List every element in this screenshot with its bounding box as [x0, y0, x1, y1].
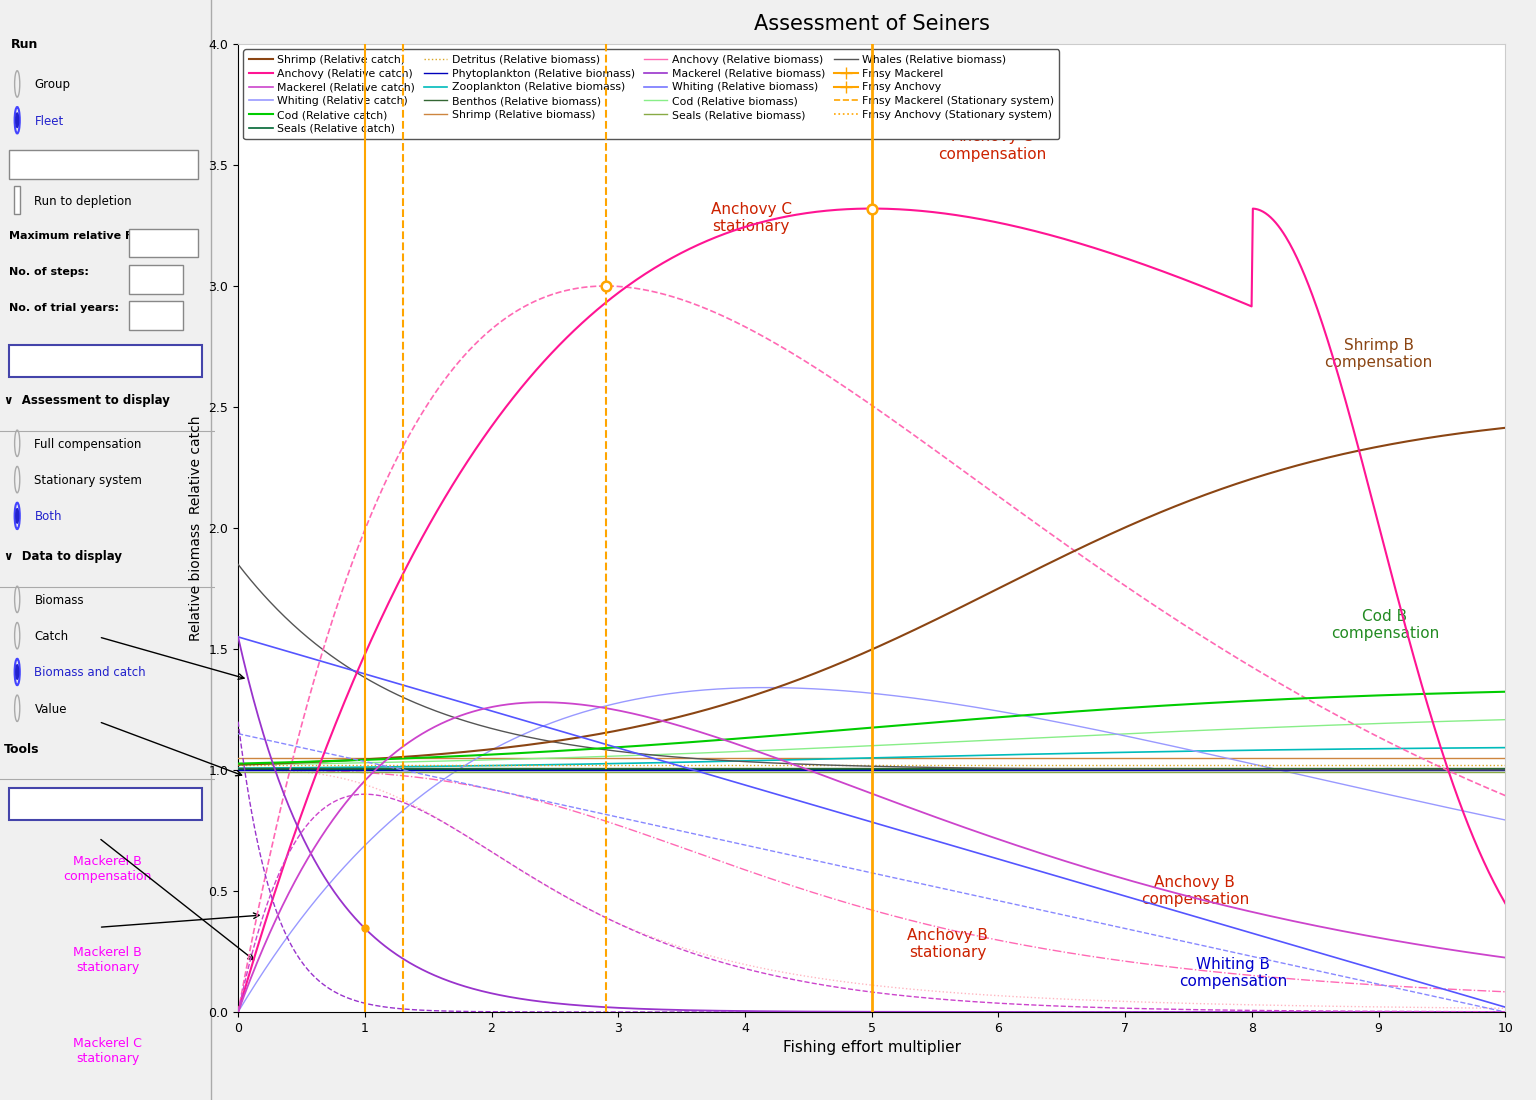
Text: ∨  Assessment to display: ∨ Assessment to display: [5, 394, 170, 407]
Text: ∨  Data to display: ∨ Data to display: [5, 550, 123, 563]
Text: No. of steps:: No. of steps:: [9, 267, 89, 277]
Circle shape: [15, 113, 18, 128]
Text: Tools: Tools: [5, 742, 40, 756]
Text: Anchovy C
compensation: Anchovy C compensation: [938, 130, 1046, 162]
FancyBboxPatch shape: [9, 150, 198, 178]
Y-axis label: Relative biomass  Relative catch: Relative biomass Relative catch: [189, 415, 203, 640]
Text: Cod B
compensation: Cod B compensation: [1330, 608, 1439, 641]
Text: Stationary system: Stationary system: [34, 474, 143, 487]
Text: Anchovy B
compensation: Anchovy B compensation: [1141, 874, 1249, 907]
Text: ▼: ▼: [189, 152, 197, 162]
Text: Value: Value: [34, 703, 68, 716]
Text: 40: 40: [134, 304, 147, 313]
Text: Catch: Catch: [34, 630, 69, 644]
FancyBboxPatch shape: [9, 345, 203, 377]
FancyBboxPatch shape: [129, 301, 183, 330]
Text: No. of trial years:: No. of trial years:: [9, 304, 118, 313]
Text: Mackerel B
compensation: Mackerel B compensation: [63, 856, 152, 883]
Text: Fleet: Fleet: [34, 114, 63, 128]
Text: Maximum relative F:: Maximum relative F:: [9, 231, 137, 241]
Text: 10.000: 10.000: [134, 231, 172, 241]
FancyBboxPatch shape: [129, 229, 198, 257]
Text: Run: Run: [94, 349, 117, 361]
Text: 33: 33: [134, 267, 147, 277]
Text: Both: Both: [34, 510, 61, 524]
Legend: Shrimp (Relative catch), Anchovy (Relative catch), Mackerel (Relative catch), Wh: Shrimp (Relative catch), Anchovy (Relati…: [244, 50, 1060, 140]
Text: Anchovy B
stationary: Anchovy B stationary: [908, 928, 988, 960]
Text: Shrimp B
compensation: Shrimp B compensation: [1324, 338, 1433, 370]
FancyBboxPatch shape: [129, 265, 183, 294]
Circle shape: [15, 664, 18, 680]
Text: Find FMSY's: Find FMSY's: [71, 791, 140, 804]
Text: Run: Run: [11, 39, 38, 52]
Text: Full compensation: Full compensation: [34, 438, 141, 451]
Text: Mackerel B
stationary: Mackerel B stationary: [74, 946, 141, 974]
Circle shape: [15, 508, 18, 524]
FancyBboxPatch shape: [9, 788, 203, 820]
X-axis label: Fishing effort multiplier: Fishing effort multiplier: [783, 1041, 960, 1055]
Text: Group: Group: [34, 78, 71, 91]
Text: Biomass and catch: Biomass and catch: [34, 667, 146, 680]
Text: Whiting B
compensation: Whiting B compensation: [1178, 957, 1287, 990]
Text: Anchovy C
stationary: Anchovy C stationary: [711, 202, 791, 234]
Text: Mackerel C
stationary: Mackerel C stationary: [74, 1037, 141, 1065]
Text: 3: Seiners: 3: Seiners: [12, 152, 69, 162]
Text: Run to depletion: Run to depletion: [34, 195, 132, 208]
Title: Assessment of Seiners: Assessment of Seiners: [754, 14, 989, 34]
FancyBboxPatch shape: [14, 186, 20, 214]
Text: Biomass: Biomass: [34, 594, 84, 607]
